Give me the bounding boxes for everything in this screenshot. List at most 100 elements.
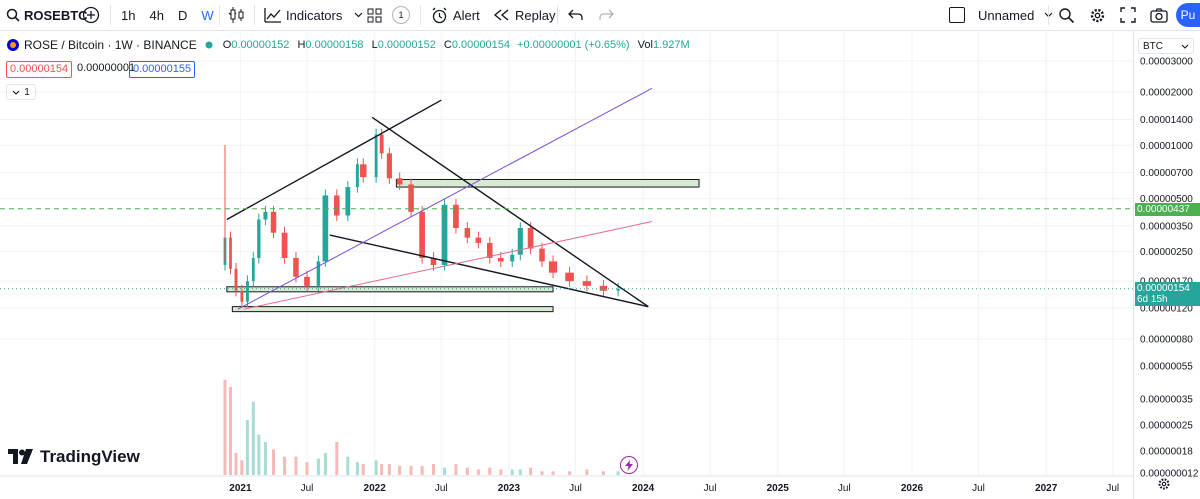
tradingview-logo[interactable]: TradingView [8, 447, 140, 467]
volume-tick-label: 0.00000035 [1140, 395, 1193, 406]
candle-body [419, 211, 425, 258]
time-tick-label: 2022 [364, 483, 387, 494]
volume-bar [616, 471, 620, 475]
gear-icon [1090, 8, 1105, 22]
layout-menu[interactable]: Unnamed [949, 0, 1053, 30]
volume-bar [420, 465, 424, 475]
time-tick-label: Jul [972, 483, 985, 494]
time-tick-label: Jul [704, 483, 717, 494]
volume-bar [409, 465, 413, 475]
undo-button[interactable] [568, 0, 583, 30]
publish-button[interactable]: Pu [1176, 3, 1200, 27]
plus-circle-icon [82, 6, 100, 24]
rose-coin-icon [7, 39, 19, 51]
rectangle-zone [231, 306, 554, 313]
candle-body [334, 195, 340, 216]
redo-button[interactable] [599, 0, 614, 30]
symbol-label: ROSEBTC [24, 7, 88, 23]
candle-body [240, 290, 244, 302]
indicators-button[interactable]: Indicators [264, 0, 363, 30]
time-tick-label: 2026 [901, 483, 924, 494]
candle-body [517, 228, 523, 255]
market-status-icon [205, 41, 213, 49]
candles-icon [230, 7, 244, 23]
volume-bar [529, 467, 533, 475]
candle-body [582, 281, 592, 286]
price-tick-label: 0.00000250 [1140, 247, 1193, 258]
replay-button[interactable]: Replay [493, 0, 555, 30]
chart-type-button[interactable] [229, 0, 245, 30]
fullscreen-button[interactable] [1120, 0, 1136, 30]
price-tick-label: 0.00001000 [1140, 141, 1193, 152]
timeframe-1h[interactable]: 1h [121, 7, 136, 23]
volume-bar [294, 456, 298, 475]
volume-bar [568, 471, 572, 475]
trend-lines [226, 87, 653, 310]
volume-tick-label: 0.00000055 [1140, 362, 1193, 373]
indicators-icon [264, 8, 281, 23]
lightning-event-icon[interactable] [620, 456, 638, 474]
current-price-value: 0.00000154 [1137, 283, 1190, 294]
timeframe-group: 1h 4h D W [121, 0, 237, 30]
volume-bar [380, 464, 384, 475]
layouts-badge: 1 [392, 6, 410, 24]
collapse-count: 1 [24, 86, 30, 98]
volume-bar [272, 449, 276, 475]
sell-button[interactable]: 0.00000154 [6, 61, 73, 78]
price-axis[interactable]: BTC [1133, 31, 1200, 499]
top-toolbar: ROSEBTC 1h 4h D W Indicators 1 Alert Rep… [0, 0, 1200, 31]
countdown-value: 6d 15h [1137, 294, 1168, 305]
settings-button[interactable] [1089, 0, 1106, 30]
volume-bar [488, 467, 492, 475]
price-tick-label: 0.00003000 [1140, 57, 1193, 68]
volume-bar [323, 453, 327, 475]
layout-name: Unnamed [978, 7, 1035, 23]
volume-bar [234, 453, 238, 475]
price-tick-label: 0.00002000 [1140, 88, 1193, 99]
candle-body [565, 272, 574, 282]
rectangle-zone [395, 178, 700, 188]
volume-bar [223, 379, 227, 475]
collapse-legend-button[interactable]: 1 [6, 84, 36, 100]
volume-bar [585, 469, 589, 475]
timeframe-w[interactable]: W [201, 7, 214, 23]
currency-selector[interactable]: BTC [1138, 38, 1194, 54]
symbol-search[interactable]: ROSEBTC [6, 0, 88, 30]
time-tick-label: 2023 [498, 483, 521, 494]
high-key: H [297, 39, 306, 51]
compare-button[interactable] [82, 0, 100, 30]
quick-search-button[interactable] [1058, 0, 1075, 30]
indicators-label: Indicators [286, 7, 343, 23]
timeframe-d[interactable]: D [177, 7, 188, 23]
candle-body [257, 219, 261, 258]
candle-body [234, 268, 238, 291]
lightning-icon [625, 459, 633, 471]
candle-body [441, 204, 448, 265]
buy-button[interactable]: 0.00000155 [129, 61, 196, 78]
volume-bar [240, 460, 244, 475]
volume-bar [454, 464, 458, 475]
price-tick-label: 0.00000500 [1140, 194, 1193, 205]
alert-button[interactable]: Alert [431, 0, 480, 30]
layouts-button[interactable]: 1 [367, 0, 410, 30]
volume-tick-label: 0.00000018 [1140, 447, 1193, 458]
legend-title: ROSE / Bitcoin · 1W · BINANCE [24, 38, 197, 52]
snapshot-button[interactable] [1150, 0, 1168, 30]
candle-body [270, 211, 277, 233]
timeframe-4h[interactable]: 4h [149, 7, 164, 23]
volume-bar [283, 456, 287, 475]
candle-body [475, 237, 482, 243]
price-tick-label: 0.00001400 [1140, 115, 1193, 126]
change-value: +0.00000001 (+0.65%) [517, 39, 630, 51]
candle-body [229, 237, 232, 269]
volume-bar [518, 469, 522, 475]
time-tick-label: Jul [1106, 483, 1119, 494]
candle-body [245, 281, 249, 302]
rectangle-zones [226, 178, 700, 313]
candle-body [453, 204, 459, 229]
candle-body [355, 164, 359, 188]
alarm-clock-icon [432, 7, 447, 23]
time-axis-settings-button[interactable] [1157, 477, 1171, 496]
candle-body [487, 242, 493, 258]
